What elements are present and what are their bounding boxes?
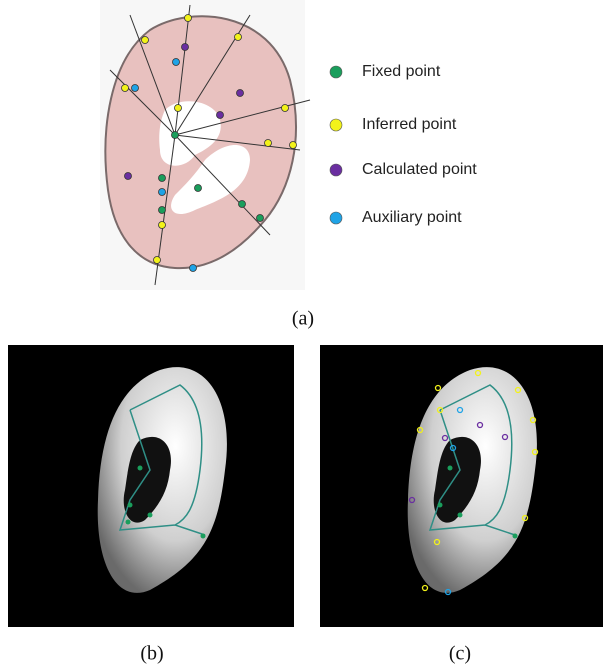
caption-a: (a) (292, 308, 314, 330)
caption-b: (b) (140, 643, 163, 665)
legend-marker (330, 119, 342, 131)
ear-model-a (100, 0, 310, 290)
legend-marker (330, 164, 342, 176)
caption-c: (c) (449, 643, 471, 665)
legend-label: Inferred point (362, 116, 457, 133)
legend: Fixed point Inferred point Calculated poin… (330, 63, 477, 226)
legend-label: Fixed point (362, 63, 441, 80)
ear-render-b (8, 345, 294, 627)
legend-label: Auxiliary point (362, 209, 462, 226)
legend-marker (330, 66, 342, 78)
figure: Fixed point Inferred point Calculated poin… (0, 0, 603, 670)
ear-render-c (320, 345, 603, 627)
legend-label: Calculated point (362, 161, 477, 178)
legend-marker (330, 212, 342, 224)
